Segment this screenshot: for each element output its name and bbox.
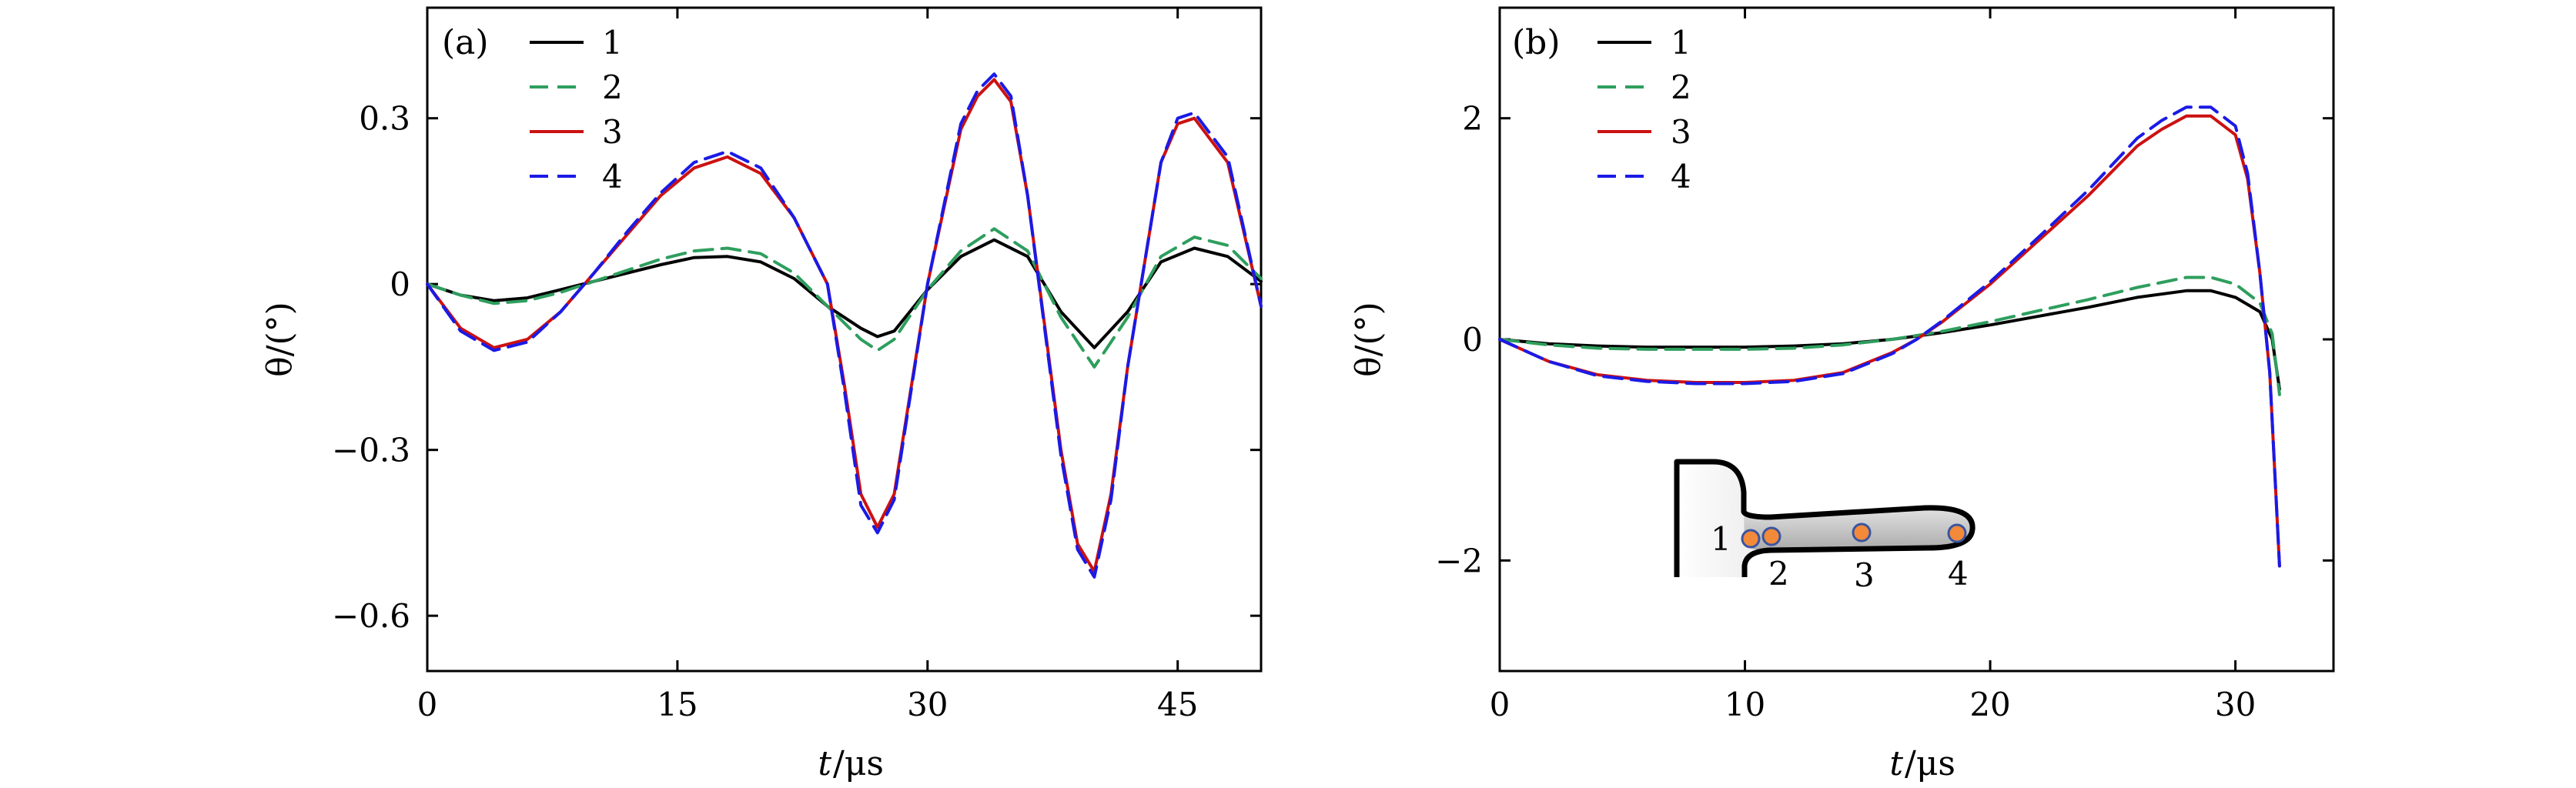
- panel-b-ytick-label-0: −2: [1435, 542, 1483, 579]
- panel-b-ytick-label-2: 2: [1462, 100, 1483, 138]
- panel-a-xtick-label-0: 0: [417, 686, 438, 723]
- panel-b-xtick-label-3: 30: [2215, 686, 2256, 723]
- panel-b-xtick-label-0: 0: [1490, 686, 1510, 723]
- panel-a-ytick-label-2: 0: [390, 265, 410, 303]
- panel-a-series-4-line: [426, 72, 1263, 579]
- panel-a-ytick-label-0: −0.6: [332, 597, 410, 635]
- panel-b-ticks: 0 10 20 30 −2 0 2: [1435, 8, 2333, 723]
- panel-a-ytick-label-1: −0.3: [332, 432, 410, 469]
- inset-sensor-2: [1761, 526, 1781, 546]
- inset-schematic: 1 2 3 4: [1674, 459, 1975, 594]
- legend-b-label-3: 3: [1671, 113, 1691, 151]
- panel-b: 0 10 20 30 −2 0 2 (b) 1 2 3 4: [1349, 6, 2335, 783]
- panel-a: 0 15 30 45 −0.6 −0.3 0 0.3 (a) 1 2 3 4 t /μs θ/…: [260, 6, 1263, 783]
- legend-a-label-4: 4: [602, 158, 623, 195]
- panel-a-xlabel-unit: /μs: [833, 744, 884, 783]
- legend-a-label-2: 2: [602, 68, 623, 106]
- panel-b-xlabel-unit: /μs: [1905, 744, 1955, 783]
- panel-b-series-4-line: [1498, 105, 2281, 568]
- panel-b-xtick-label-1: 10: [1725, 686, 1765, 723]
- panel-a-series-2-line: [426, 227, 1263, 369]
- inset-sensor-1: [1741, 529, 1761, 549]
- legend-b-label-1: 1: [1671, 24, 1691, 62]
- inset-sensor-3: [1852, 523, 1872, 543]
- panel-a-axes-frame: [426, 6, 1263, 673]
- panel-b-ytick-label-1: 0: [1462, 321, 1483, 359]
- inset-outline: [1674, 459, 1975, 577]
- panel-a-xtick-label-3: 45: [1157, 686, 1198, 723]
- panel-a-xlabel-var: t: [818, 744, 831, 783]
- panel-a-label: (a): [442, 23, 489, 62]
- legend-b-label-4: 4: [1671, 158, 1691, 195]
- panel-a-series: [426, 72, 1263, 579]
- panel-b-label: (b): [1512, 23, 1561, 62]
- panel-a-ytick-label-3: 0.3: [359, 100, 410, 138]
- inset-label-3: 3: [1854, 556, 1875, 594]
- panel-a-xtick-label-2: 30: [907, 686, 948, 723]
- inset-label-2: 2: [1768, 555, 1789, 593]
- legend-a-label-1: 1: [602, 24, 623, 62]
- legend-a-label-3: 3: [602, 113, 623, 151]
- panel-a-series-3-line: [426, 78, 1263, 573]
- panel-a-series-1-line: [426, 238, 1263, 349]
- panel-b-series-2-line: [1498, 275, 2281, 396]
- panel-a-legend: 1 2 3 4: [530, 24, 623, 195]
- panel-b-legend: 1 2 3 4: [1597, 24, 1691, 195]
- panel-a-ylabel: θ/(°): [260, 302, 299, 377]
- panel-b-series: [1498, 105, 2281, 568]
- panel-a-ticks: 0 15 30 45 −0.6 −0.3 0 0.3: [332, 8, 1261, 723]
- panel-b-xlabel-var: t: [1889, 744, 1903, 783]
- inset-label-4: 4: [1948, 555, 1969, 593]
- panel-b-xtick-label-2: 20: [1969, 686, 2010, 723]
- panel-a-xtick-label-1: 15: [657, 686, 698, 723]
- panel-b-ylabel: θ/(°): [1349, 302, 1388, 377]
- inset-label-1: 1: [1711, 520, 1731, 558]
- panel-b-series-1-line: [1498, 289, 2281, 391]
- inset-sensor-4: [1947, 523, 1967, 543]
- legend-b-label-2: 2: [1671, 68, 1691, 106]
